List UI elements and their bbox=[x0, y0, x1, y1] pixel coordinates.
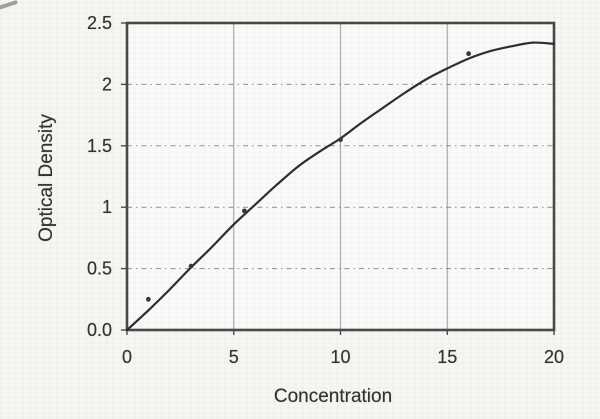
y-tick-label: 0.5 bbox=[87, 259, 112, 279]
y-axis-title: Optical Density bbox=[36, 114, 57, 242]
y-tick-label: 2.5 bbox=[87, 13, 112, 33]
data-point-marker bbox=[242, 208, 247, 214]
x-tick-label: 15 bbox=[437, 347, 457, 367]
x-tick-label: 0 bbox=[122, 347, 132, 367]
data-point-marker bbox=[466, 51, 471, 57]
y-tick-label: 0.0 bbox=[87, 320, 112, 340]
plot-border bbox=[125, 21, 556, 332]
y-tick-label: 1 bbox=[102, 197, 112, 217]
y-tick-label: 1.5 bbox=[87, 136, 112, 156]
x-tick-label: 10 bbox=[330, 347, 350, 367]
data-point-marker bbox=[145, 296, 151, 302]
x-tick-label: 20 bbox=[544, 347, 564, 367]
data-point-marker bbox=[188, 263, 194, 269]
y-tick-label: 2 bbox=[102, 74, 112, 94]
x-axis-title: Concentration bbox=[273, 386, 393, 407]
data-point-marker bbox=[338, 137, 343, 143]
x-tick-label: 5 bbox=[229, 347, 239, 367]
